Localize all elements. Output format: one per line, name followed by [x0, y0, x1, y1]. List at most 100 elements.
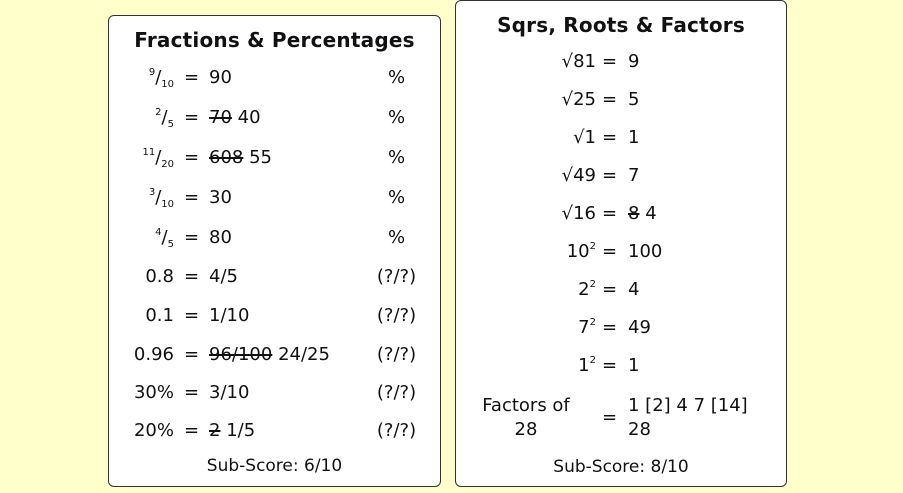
unit-label: % — [387, 147, 406, 168]
question-value: 0.1 — [145, 305, 174, 326]
answer: 80 — [209, 227, 232, 248]
power-expression: 22 — [578, 279, 596, 300]
card-title: Fractions & Percentages — [134, 28, 415, 52]
struck-answer: 96/100 — [209, 344, 273, 365]
question-value: √16 — [561, 203, 596, 224]
unit-label: % — [387, 187, 406, 208]
fraction: 4/5 — [155, 227, 174, 250]
equals-sign: = — [184, 344, 200, 365]
question-row: √81 = 9 — [456, 48, 786, 76]
answer: 100 — [628, 241, 663, 262]
card-title: Sqrs, Roots & Factors — [497, 13, 745, 37]
equals-sign: = — [602, 317, 618, 338]
question-row: 2/5 = 70 40 % — [109, 104, 440, 132]
struck-answer: 8 — [628, 203, 640, 224]
equals-sign: = — [602, 165, 618, 186]
unit-label: % — [387, 67, 406, 88]
question-row: 0.96 = 96/100 24/25 (?/?) — [109, 341, 440, 369]
equals-sign: = — [184, 187, 200, 208]
question-value: 0.8 — [145, 266, 174, 287]
question-value: 0.96 — [133, 344, 174, 365]
power-expression: 12 — [578, 355, 596, 376]
question-row: 102 = 100 — [456, 238, 786, 266]
question-row: 0.1 = 1/10 (?/?) — [109, 302, 440, 330]
equals-sign: = — [602, 51, 618, 72]
answer: 1 — [628, 127, 640, 148]
unit-label: % — [387, 107, 406, 128]
equals-sign: = — [184, 107, 200, 128]
question-row: √25 = 5 — [456, 86, 786, 114]
equals-sign: = — [184, 266, 200, 287]
question-row: √16 = 8 4 — [456, 200, 786, 228]
answer: 2 1/5 — [209, 420, 256, 441]
equals-sign: = — [602, 203, 618, 224]
equals-sign: = — [184, 305, 200, 326]
unit-label: (?/?) — [376, 305, 417, 326]
answer: 7 — [628, 165, 640, 186]
question-row: √49 = 7 — [456, 162, 786, 190]
question-row: 30% = 3/10 (?/?) — [109, 379, 440, 407]
equals-sign: = — [184, 382, 200, 403]
sub-score: Sub-Score: 6/10 — [206, 456, 343, 476]
answer: 8 4 — [628, 203, 657, 224]
answer: 1 — [628, 355, 640, 376]
question-value: √49 — [561, 165, 596, 186]
question-value: √25 — [561, 89, 596, 110]
question-row: 20% = 2 1/5 (?/?) — [109, 417, 440, 445]
question-value: 30% — [133, 382, 174, 403]
answer: 30 — [209, 187, 232, 208]
question-value: √81 — [561, 51, 596, 72]
answer: 608 55 — [209, 147, 272, 168]
struck-answer: 608 — [209, 147, 244, 168]
answer: 4/5 — [209, 266, 238, 287]
power-expression: 102 — [566, 241, 596, 262]
unit-label: (?/?) — [376, 344, 417, 365]
fraction: 9/10 — [148, 67, 174, 90]
factors-answer: 1 [2] 4 7 [14] 28 — [628, 395, 748, 440]
equals-sign: = — [602, 407, 618, 428]
equals-sign: = — [184, 67, 200, 88]
answer: 96/100 24/25 — [209, 344, 330, 365]
question-row: 12 = 1 — [456, 352, 786, 380]
power-expression: 72 — [578, 317, 596, 338]
answer: 70 40 — [209, 107, 261, 128]
answer: 49 — [628, 317, 651, 338]
question-value: √1 — [573, 127, 596, 148]
question-row: 22 = 4 — [456, 276, 786, 304]
equals-sign: = — [602, 241, 618, 262]
equals-sign: = — [184, 227, 200, 248]
question-row: 3/10 = 30 % — [109, 184, 440, 212]
question-row: 11/20 = 608 55 % — [109, 144, 440, 172]
unit-label: (?/?) — [376, 382, 417, 403]
fraction: 11/20 — [142, 147, 174, 170]
equals-sign: = — [602, 89, 618, 110]
fractions-percentages-card: Fractions & Percentages 9/10 = 90 % 2/5 … — [108, 15, 441, 487]
struck-answer: 70 — [209, 107, 232, 128]
answer: 1/10 — [209, 305, 250, 326]
factors-question: Factors of 28 — [482, 395, 570, 440]
equals-sign: = — [184, 147, 200, 168]
unit-label: (?/?) — [376, 266, 417, 287]
equals-sign: = — [602, 355, 618, 376]
equals-sign: = — [602, 127, 618, 148]
answer: 3/10 — [209, 382, 250, 403]
question-row: 4/5 = 80 % — [109, 224, 440, 252]
equals-sign: = — [602, 279, 618, 300]
fraction: 3/10 — [148, 187, 174, 210]
fraction: 2/5 — [155, 107, 174, 130]
answer: 4 — [628, 279, 640, 300]
question-row: 0.8 = 4/5 (?/?) — [109, 263, 440, 291]
question-row: 9/10 = 90 % — [109, 64, 440, 92]
question-row: 72 = 49 — [456, 314, 786, 342]
sub-score: Sub-Score: 8/10 — [553, 457, 689, 477]
question-value: 20% — [133, 420, 174, 441]
struck-answer: 2 — [209, 420, 221, 441]
answer: 9 — [628, 51, 640, 72]
answer: 5 — [628, 89, 640, 110]
question-row: √1 = 1 — [456, 124, 786, 152]
unit-label: (?/?) — [376, 420, 417, 441]
unit-label: % — [387, 227, 406, 248]
equals-sign: = — [184, 420, 200, 441]
answer: 90 — [209, 67, 232, 88]
squares-roots-factors-card: Sqrs, Roots & Factors √81 = 9 √25 = 5 √1… — [455, 0, 787, 487]
